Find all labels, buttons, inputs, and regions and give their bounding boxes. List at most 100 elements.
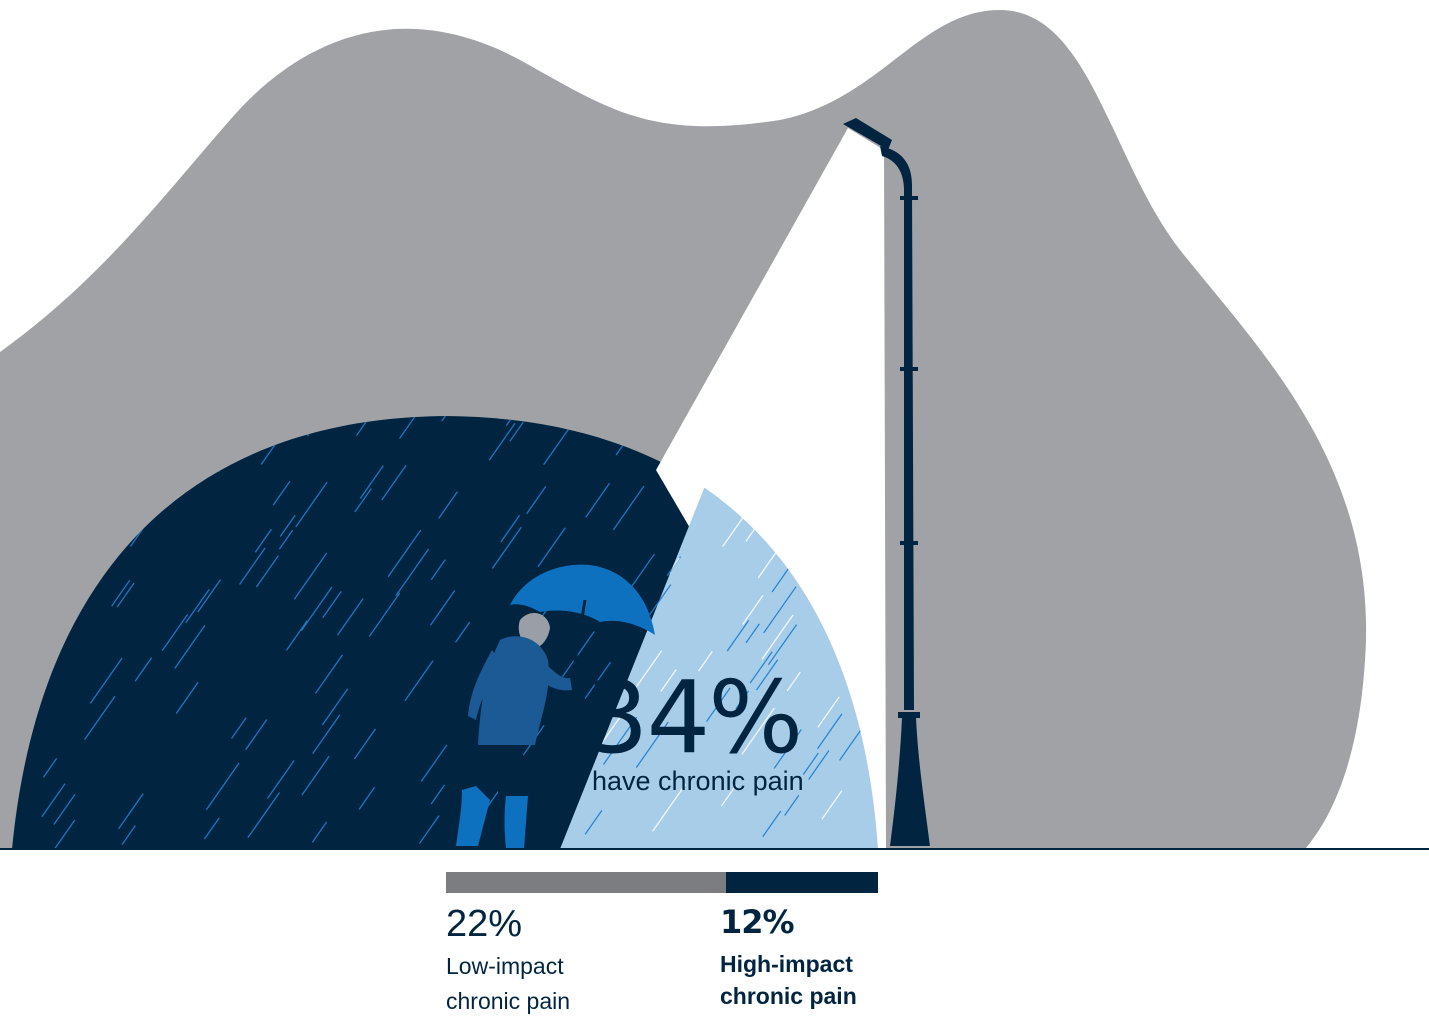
rain-streak	[420, 744, 448, 782]
rain-streak	[543, 427, 570, 466]
rain-streak	[584, 810, 603, 835]
rain-streak	[742, 594, 764, 625]
rain-streak	[585, 482, 611, 518]
rain-streak	[134, 657, 153, 682]
high-impact-legend: 12% High-impact chronic pain	[720, 903, 890, 1012]
rain-streak	[54, 819, 76, 849]
rain-streak	[121, 825, 136, 845]
rain-streak	[174, 625, 206, 669]
rain-streak	[418, 815, 440, 844]
rain-streak	[293, 552, 328, 600]
rain-streak	[272, 480, 291, 506]
low-impact-label-line2: chronic pain	[446, 988, 571, 1014]
rain-streak	[635, 721, 669, 768]
rain-streak	[602, 716, 638, 765]
high-impact-label-line1: High-impact	[720, 951, 853, 978]
rain-streak	[652, 783, 687, 832]
rain-streak	[381, 465, 407, 501]
rain-streak	[438, 491, 459, 519]
rain-streak	[762, 810, 782, 838]
rain-streak	[430, 559, 446, 581]
rain-streak	[749, 651, 773, 684]
rain-streak	[660, 669, 677, 693]
rain-streak	[89, 657, 123, 704]
rain-streak	[118, 793, 144, 830]
rain-streak	[355, 416, 388, 436]
rain-streak	[321, 688, 349, 726]
rain-streak	[301, 755, 330, 796]
high-impact-bar	[726, 872, 878, 893]
rain-streak	[537, 527, 566, 568]
street-lamp-icon	[843, 118, 930, 846]
rain-streak	[353, 728, 376, 760]
low-impact-percent: 22%	[446, 903, 523, 945]
rain-streak	[279, 514, 296, 537]
rain-streak	[792, 531, 808, 553]
rain-streak	[42, 758, 58, 778]
rain-streak	[314, 654, 344, 694]
rain-streak	[255, 555, 279, 588]
rain-streak	[295, 481, 328, 528]
rain-streak	[817, 696, 840, 728]
rain-streak	[185, 588, 210, 624]
rain-streak	[629, 650, 663, 697]
rain-streak	[429, 590, 456, 626]
high-impact-percent: 12%	[720, 903, 795, 941]
rain-streak	[454, 621, 471, 643]
rain-streak	[285, 620, 308, 651]
rain-streak	[430, 784, 446, 805]
rain-streak	[441, 416, 464, 422]
rain-streak	[745, 623, 760, 644]
rain-streak	[175, 681, 199, 714]
rain-streak	[203, 817, 220, 840]
low-impact-bar	[446, 872, 726, 893]
rain-streak	[757, 550, 778, 579]
rain-streak	[761, 614, 794, 660]
person-with-umbrella-icon	[456, 564, 655, 848]
rain-streak	[358, 786, 376, 810]
rain-streak	[161, 613, 189, 652]
rain-streak	[600, 703, 630, 745]
rain-streak	[500, 515, 521, 543]
rain-streak	[612, 485, 645, 531]
rain-streak	[205, 762, 240, 811]
rain-streak	[491, 526, 522, 569]
headline-block: 34% have chronic pain	[585, 668, 815, 795]
rain-streak	[767, 624, 798, 666]
rain-streak	[720, 784, 737, 807]
rain-streak	[231, 717, 247, 739]
headline-caption: have chronic pain	[592, 766, 804, 796]
rain-streak	[745, 519, 762, 542]
rain-streak	[238, 547, 266, 585]
rain-streak	[197, 579, 222, 613]
rain-streak	[741, 707, 775, 755]
rain-streak	[41, 783, 66, 818]
rain-streak	[245, 719, 268, 751]
rain-streak	[526, 486, 547, 515]
rain-streak	[254, 528, 272, 553]
rain-streak	[821, 790, 843, 820]
rain-streak	[817, 713, 843, 750]
rain-streak	[488, 422, 516, 461]
rain-streak	[311, 821, 328, 843]
low-impact-legend: 22% Low-impact chronic pain	[446, 905, 616, 1019]
rain-streak	[404, 660, 434, 702]
rain-streak	[773, 729, 802, 769]
rain-streak	[53, 793, 76, 825]
rain-streak	[354, 488, 372, 513]
rain-streak	[266, 760, 295, 799]
rain-streak	[853, 523, 877, 556]
rain-streak	[111, 579, 131, 607]
rain-streak	[808, 750, 830, 780]
rain-streak	[735, 690, 750, 710]
rain-streak	[584, 661, 612, 699]
rain-streak	[312, 714, 341, 755]
rain-streak	[300, 586, 333, 632]
rain-streak	[853, 636, 880, 685]
rain-streak	[840, 400, 871, 443]
rain-streak	[84, 695, 116, 740]
rain-streak	[784, 795, 800, 816]
headline-percent: 34%	[585, 659, 803, 776]
rain-streak	[562, 631, 595, 678]
rain-streak	[726, 620, 750, 652]
